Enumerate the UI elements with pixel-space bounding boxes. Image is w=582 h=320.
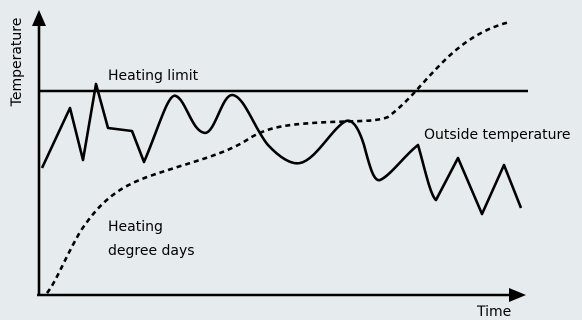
y-axis-label: Temperature bbox=[9, 18, 25, 108]
heating-degree-days-curve bbox=[45, 20, 511, 294]
heating-degree-days-label-line1: Heating bbox=[108, 219, 163, 235]
y-axis-arrowhead bbox=[32, 10, 46, 26]
heating-limit-label: Heating limit bbox=[108, 68, 199, 84]
x-axis-arrowhead bbox=[509, 288, 526, 302]
heating-degree-days-label-line2: degree days bbox=[108, 243, 195, 259]
outside-temperature-curve bbox=[40, 82, 523, 216]
outside-temperature-label: Outside temperature bbox=[424, 127, 571, 143]
x-axis-label: Time bbox=[476, 304, 511, 320]
